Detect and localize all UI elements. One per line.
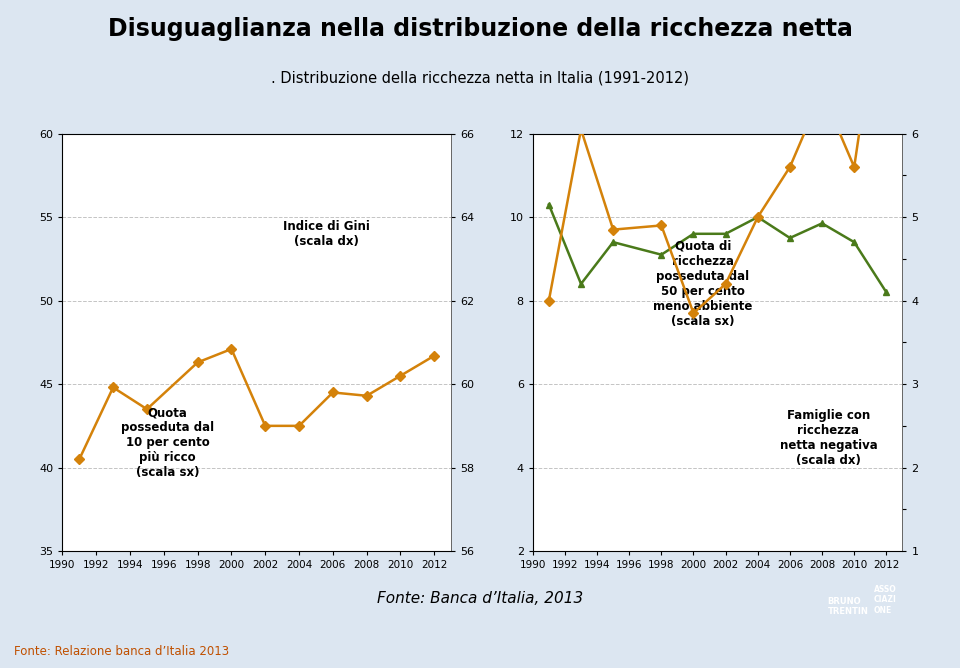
Text: Disuguaglianza nella distribuzione della ricchezza netta: Disuguaglianza nella distribuzione della… [108,17,852,41]
Text: Fonte: Relazione banca d’Italia 2013: Fonte: Relazione banca d’Italia 2013 [14,645,229,658]
Text: ASSO
CIAZI
ONE: ASSO CIAZI ONE [874,585,897,615]
Text: Quota di
ricchezza
posseduta dal
50 per cento
meno abbiente
(scala sx): Quota di ricchezza posseduta dal 50 per … [653,240,753,328]
Text: BRUNO
TRENTIN: BRUNO TRENTIN [828,597,869,617]
Text: Quota
posseduta dal
10 per cento
più ricco
(scala sx): Quota posseduta dal 10 per cento più ric… [121,406,214,479]
Text: Indice di Gini
(scala dx): Indice di Gini (scala dx) [283,220,371,248]
Text: Fonte: Banca d’Italia, 2013: Fonte: Banca d’Italia, 2013 [377,591,583,606]
Text: Famiglie con
ricchezza
netta negativa
(scala dx): Famiglie con ricchezza netta negativa (s… [780,409,877,468]
Text: . Distribuzione della ricchezza netta in Italia (1991-2012): . Distribuzione della ricchezza netta in… [271,70,689,85]
